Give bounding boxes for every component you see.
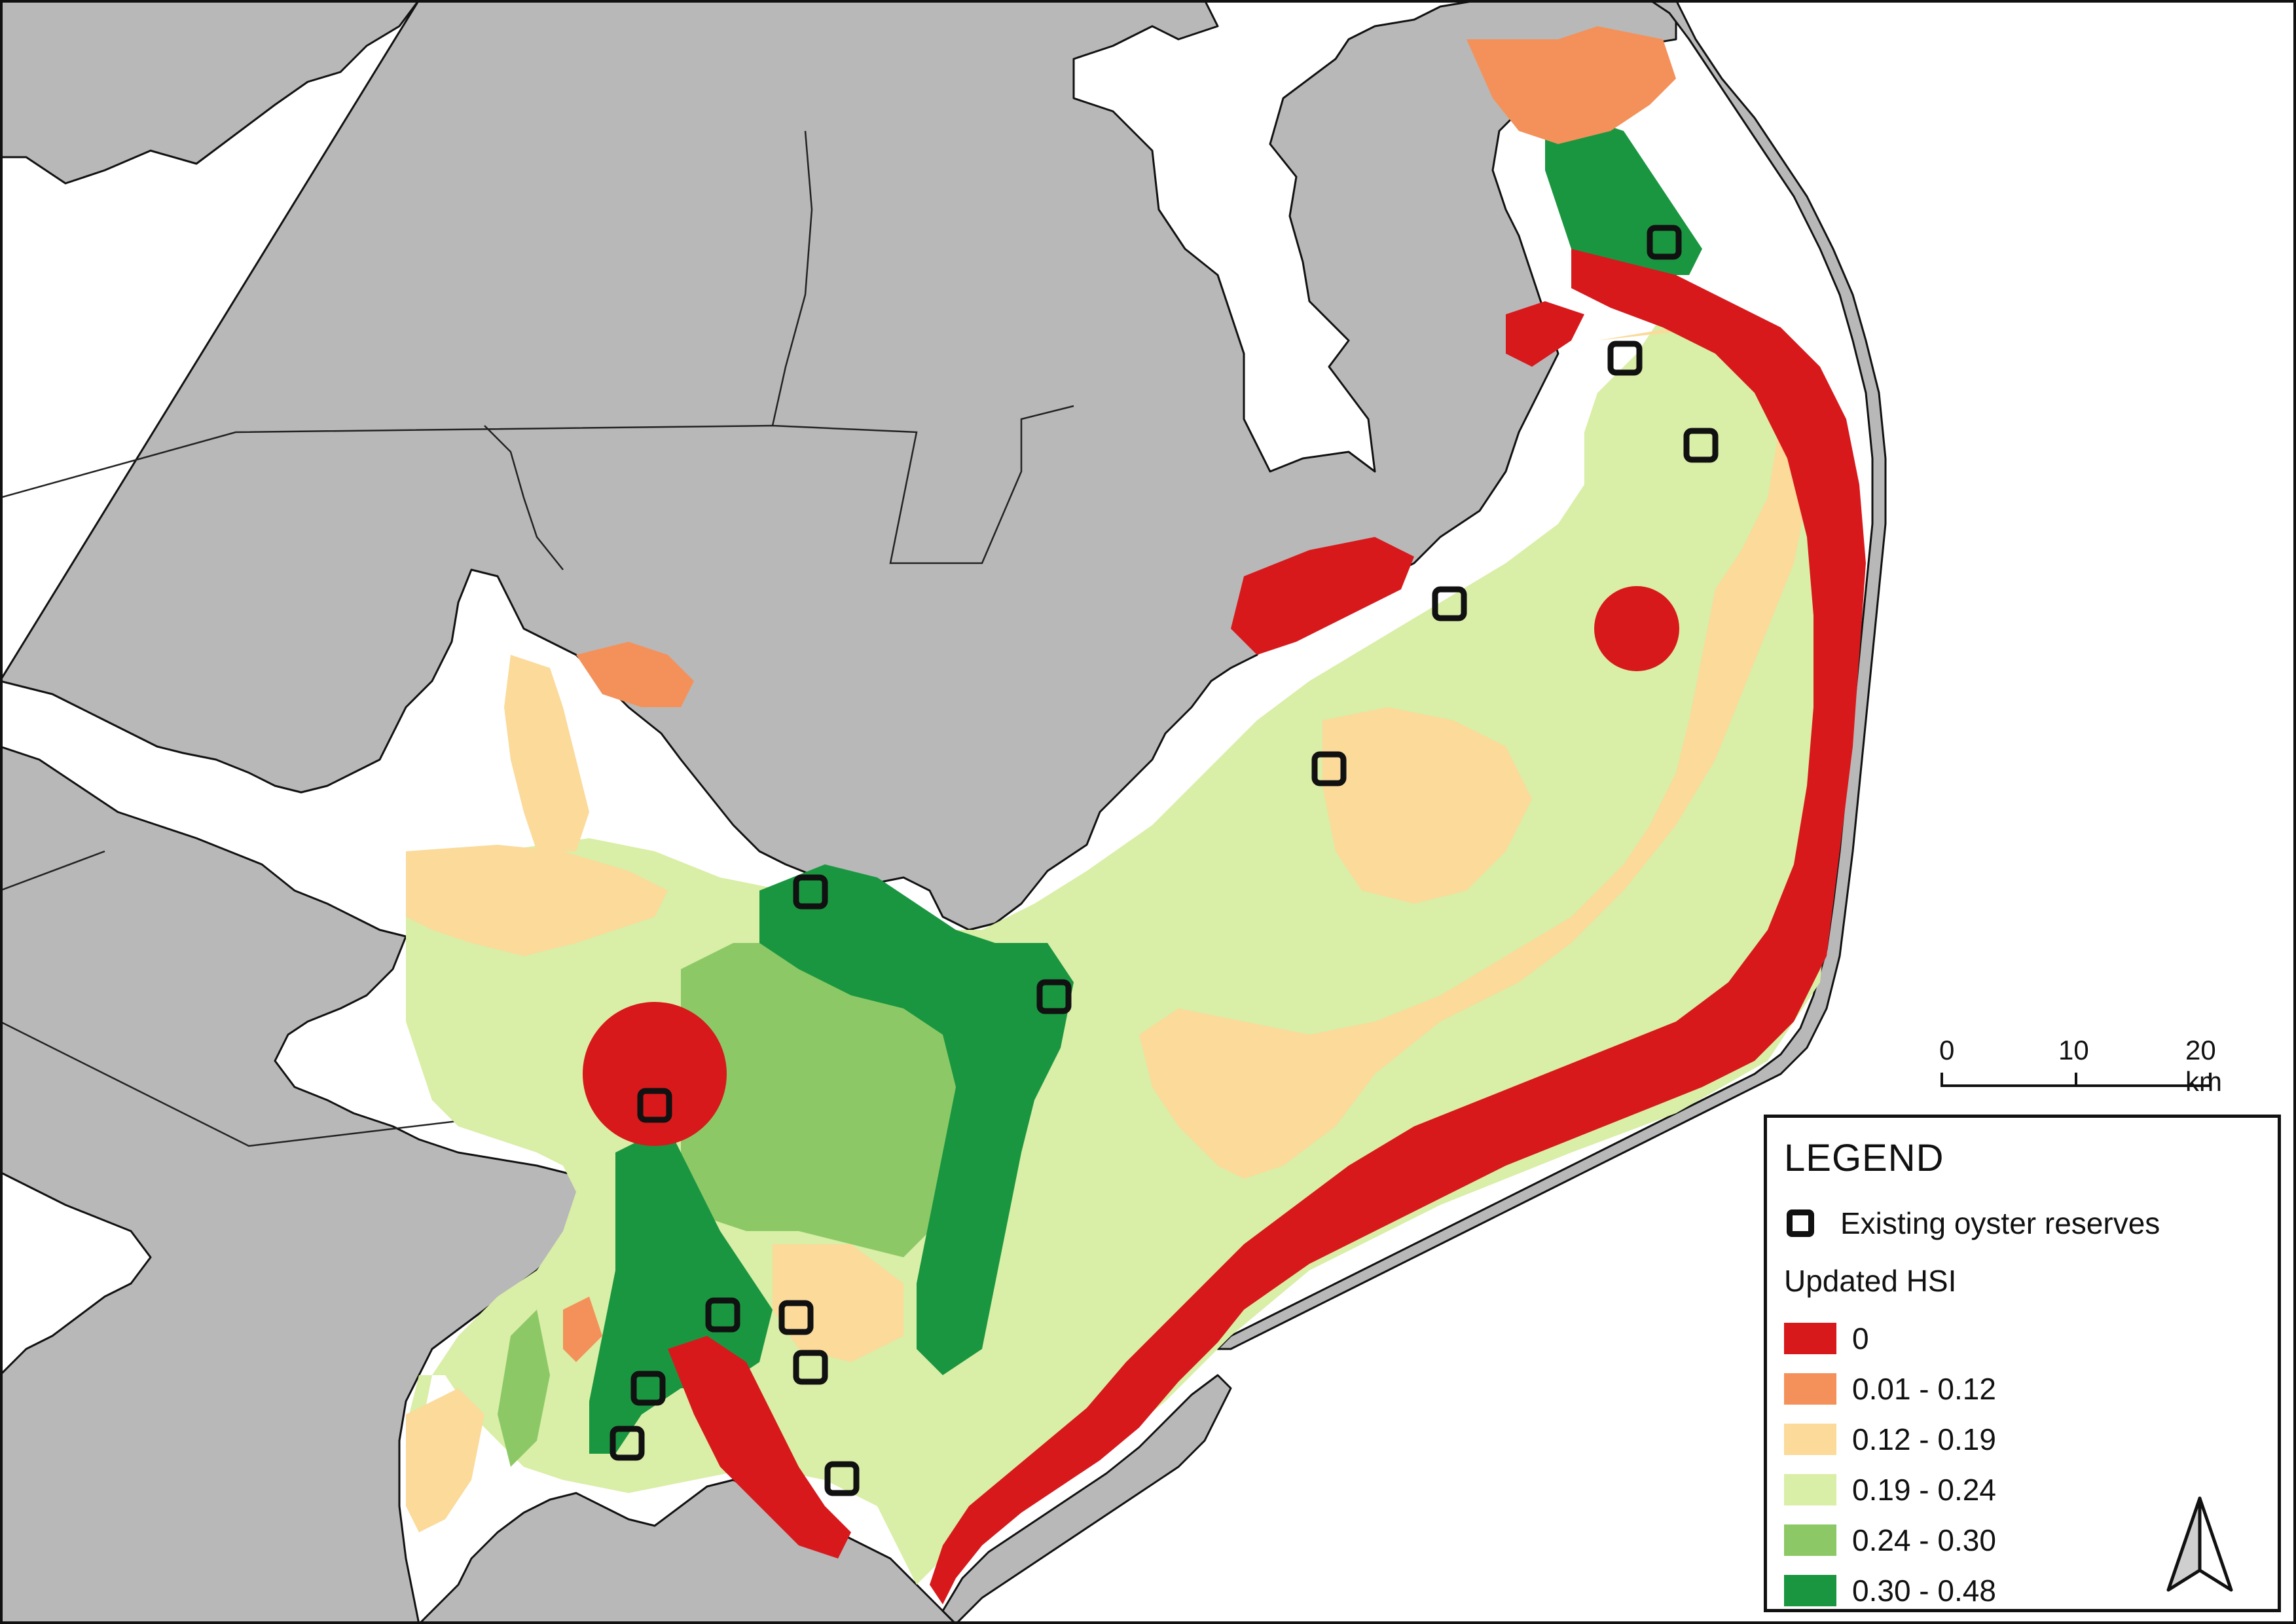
hsi-class-012-019 (406, 1388, 484, 1532)
legend-class-swatch (1784, 1574, 1836, 1606)
oyster-reserve-marker (1036, 979, 1072, 1014)
legend-class-row: 0 (1784, 1313, 1996, 1363)
hsi-class-012-019 (1139, 327, 1807, 1179)
legend-class-label: 0.24 - 0.30 (1852, 1522, 1996, 1557)
oyster-reserve-marker (1683, 428, 1719, 463)
oyster-reserve-marker (630, 1371, 666, 1406)
land-layer (0, 0, 1887, 1624)
scale-label-20km: 20 km (2185, 1035, 2222, 1097)
hsi-class-zero (930, 249, 1866, 1604)
hsi-layer (406, 26, 1866, 1604)
legend-class-row: 0.24 - 0.30 (1784, 1515, 1996, 1565)
legend-class-label: 0.30 - 0.48 (1852, 1573, 1996, 1608)
hsi-class-001-012 (576, 642, 694, 707)
hsi-class-zero-blob (583, 1002, 727, 1146)
hsi-class-019-024 (406, 314, 1840, 1585)
oyster-reserve-marker (1311, 751, 1347, 786)
legend-title: LEGEND (1784, 1137, 1944, 1179)
legend-class-label: 0.12 - 0.19 (1852, 1422, 1996, 1456)
oyster-reserve-marker (705, 1297, 740, 1333)
hsi-class-012-019 (406, 845, 668, 956)
county-line (0, 850, 105, 892)
legend-reserves-label: Existing oyster reserves (1840, 1206, 2160, 1240)
legend-reserves-entry: Existing oyster reserves (1784, 1200, 2160, 1246)
county-line (0, 405, 1074, 564)
legend-class-swatch (1784, 1322, 1836, 1354)
oyster-reserve-marker (637, 1088, 672, 1123)
scale-label-0: 0 (1939, 1035, 1955, 1065)
legend-class-label: 0.01 - 0.12 (1852, 1371, 1996, 1406)
mainland-south (418, 1479, 957, 1624)
oyster-reserve-marker (1607, 341, 1643, 376)
oyster-reserve-marker (778, 1300, 814, 1335)
oyster-reserve-marker (824, 1461, 860, 1496)
county-line (771, 130, 813, 426)
oyster-reserve-marker (1432, 586, 1467, 621)
hsi-class-zero-blob (1594, 586, 1679, 671)
hsi-class-zero (1506, 301, 1584, 367)
legend-class-label: 0 (1852, 1321, 1869, 1356)
oyster-reserve-marker (793, 874, 828, 910)
legend-class-swatch (1784, 1524, 1836, 1556)
hsi-class-zero (668, 1336, 851, 1559)
mainland (0, 0, 420, 185)
hsi-class-030-048 (1545, 118, 1702, 275)
legend-hsi-title: Updated HSI (1784, 1264, 1957, 1298)
legend-class-row: 0.01 - 0.12 (1784, 1363, 1996, 1414)
legend-class-swatch (1784, 1423, 1836, 1455)
hsi-class-001-012 (1467, 26, 1676, 144)
hsi-class-012-019 (1322, 707, 1532, 904)
north-arrow-icon (2166, 1496, 2233, 1592)
hsi-class-030-048 (759, 864, 1074, 1375)
hsi-class-024-030 (498, 1310, 550, 1467)
hsi-class-001-012 (563, 1297, 602, 1362)
legend-class-row: 0.12 - 0.19 (1784, 1414, 1996, 1464)
oyster-reserve-marker (793, 1350, 828, 1385)
oyster-reserve-marker (610, 1426, 645, 1461)
hsi-class-zero (1231, 537, 1414, 655)
oyster-reserve-marker (1647, 225, 1682, 260)
legend-class-row: 0.30 - 0.48 (1784, 1565, 1996, 1615)
county-line (484, 425, 564, 570)
scale-bar-graphic (1941, 1073, 2212, 1087)
square-outline-icon (1787, 1209, 1814, 1237)
legend-hsi-classes: 0 0.01 - 0.12 0.12 - 0.19 0.19 - 0.24 0.24 -… (1784, 1313, 1996, 1615)
legend: LEGEND Existing oyster reserves Updated … (1764, 1115, 2281, 1612)
oyster-reserves (610, 225, 1719, 1496)
legend-class-label: 0.19 - 0.24 (1852, 1472, 1996, 1507)
southern-shore (941, 1374, 1232, 1624)
legend-class-swatch (1784, 1373, 1836, 1405)
scale-label-10: 10 (2058, 1035, 2089, 1065)
legend-class-row: 0.19 - 0.24 (1784, 1464, 1996, 1515)
hsi-class-012-019 (504, 655, 589, 851)
scale-bar: 0 10 20 km (1939, 1035, 2240, 1107)
legend-class-swatch (1784, 1473, 1836, 1505)
